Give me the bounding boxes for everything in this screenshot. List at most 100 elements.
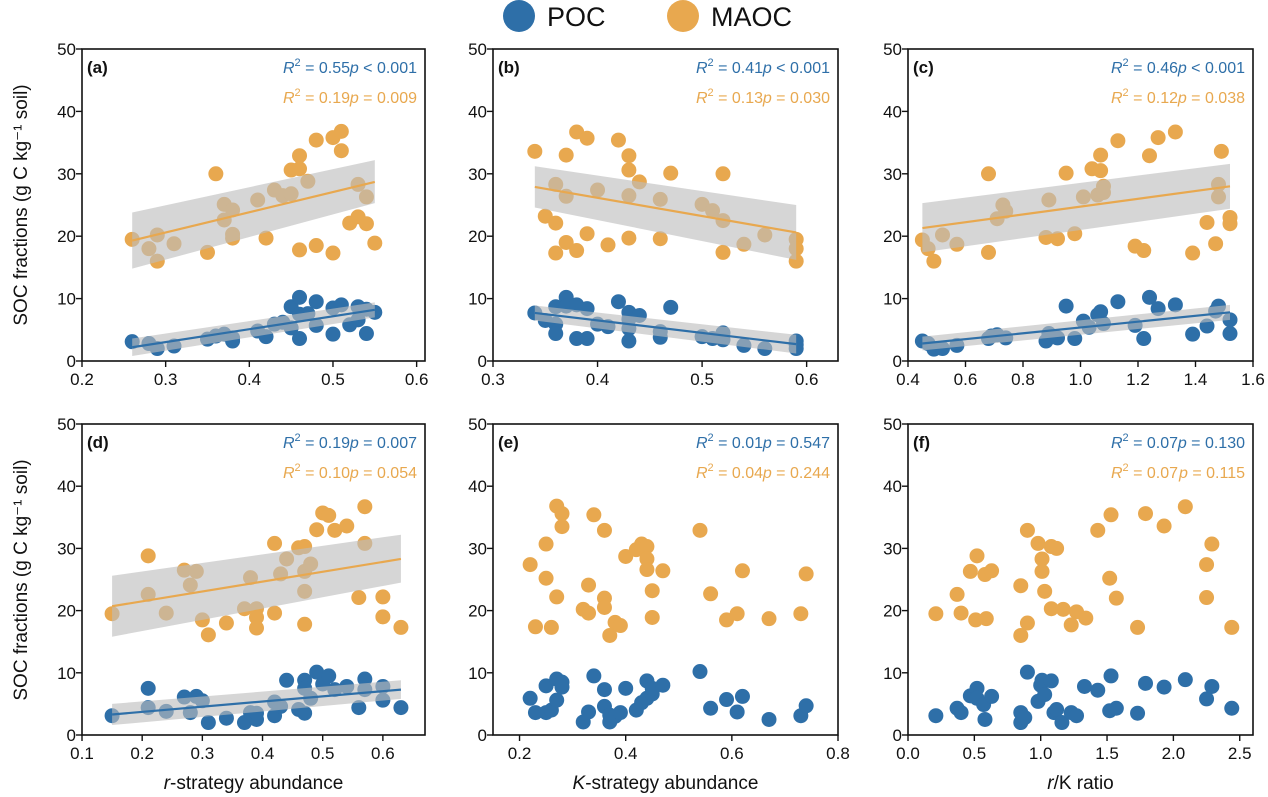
x-tick-label: 0.6 bbox=[371, 744, 395, 763]
r2-superscript: 2 bbox=[1123, 432, 1129, 444]
point-maoc bbox=[249, 609, 265, 625]
point-maoc bbox=[393, 619, 409, 635]
point-maoc bbox=[644, 583, 660, 599]
stat-p-maoc: p = 0.009 bbox=[349, 90, 417, 107]
x-tick-label: 1.0 bbox=[1029, 744, 1053, 763]
point-maoc bbox=[926, 253, 942, 269]
r2-symbol: R bbox=[1111, 435, 1123, 452]
point-maoc bbox=[703, 586, 719, 602]
p-symbol: p bbox=[762, 465, 772, 482]
point-maoc bbox=[554, 519, 570, 535]
p-value: = 0.038 bbox=[1187, 90, 1245, 107]
point-maoc bbox=[538, 570, 554, 586]
point-maoc bbox=[267, 605, 283, 621]
x-tick-label: 2.0 bbox=[1162, 744, 1186, 763]
point-maoc bbox=[1058, 165, 1074, 181]
point-maoc bbox=[1110, 133, 1126, 149]
ci-band-maoc bbox=[534, 166, 797, 260]
point-maoc bbox=[1185, 245, 1201, 261]
y-tick-label: 30 bbox=[468, 539, 487, 558]
fit-line-maoc bbox=[111, 557, 402, 608]
x-tick-label: 0.8 bbox=[826, 744, 850, 763]
point-maoc bbox=[981, 166, 996, 182]
p-value: = 0.244 bbox=[772, 465, 830, 482]
p-value: = 0.009 bbox=[359, 90, 417, 107]
p-value: = 0.115 bbox=[1188, 465, 1245, 482]
point-poc bbox=[618, 680, 634, 696]
panel-label: (c) bbox=[913, 58, 934, 77]
x-axis-title-italic: K bbox=[573, 773, 587, 794]
point-maoc bbox=[949, 586, 965, 602]
r2-symbol: R bbox=[1111, 60, 1123, 77]
r2-value: = 0.13 bbox=[714, 90, 763, 107]
r2-value: = 0.55 bbox=[301, 60, 350, 77]
point-maoc bbox=[1090, 522, 1106, 538]
point-maoc bbox=[375, 609, 391, 625]
x-tick-label: 0.6 bbox=[954, 370, 978, 389]
point-maoc bbox=[375, 589, 391, 605]
point-poc bbox=[321, 668, 337, 684]
point-maoc bbox=[798, 566, 814, 582]
p-symbol: p bbox=[762, 60, 772, 77]
r2-superscript: 2 bbox=[708, 462, 714, 474]
point-poc bbox=[586, 668, 602, 684]
x-tick-label: 0.2 bbox=[130, 744, 154, 763]
fit-lines bbox=[534, 185, 797, 346]
point-poc bbox=[761, 711, 777, 727]
y-tick-label: 10 bbox=[883, 290, 902, 309]
legend-marker-maoc bbox=[667, 0, 699, 32]
point-maoc bbox=[327, 522, 343, 538]
point-maoc bbox=[610, 132, 626, 148]
x-tick-label: 1.6 bbox=[1241, 370, 1265, 389]
point-maoc bbox=[1222, 216, 1238, 232]
point-maoc bbox=[928, 606, 944, 622]
point-maoc bbox=[351, 590, 367, 606]
x-tick-label: 0.5 bbox=[321, 370, 345, 389]
point-maoc bbox=[729, 606, 745, 622]
point-maoc bbox=[655, 563, 671, 579]
r2-symbol: R bbox=[283, 90, 295, 107]
point-poc bbox=[984, 688, 1000, 704]
r2-value: = 0.01 bbox=[714, 435, 763, 452]
point-poc bbox=[663, 299, 679, 315]
fit-line-poc bbox=[534, 311, 797, 346]
stat-r2-maoc: R2 = 0.10 bbox=[283, 462, 350, 482]
r2-symbol: R bbox=[283, 435, 295, 452]
fit-line-maoc bbox=[922, 185, 1231, 230]
point-maoc bbox=[579, 130, 595, 146]
point-poc bbox=[734, 688, 750, 704]
point-maoc bbox=[292, 148, 308, 164]
r2-superscript: 2 bbox=[1123, 57, 1129, 69]
point-maoc bbox=[1224, 619, 1240, 635]
point-maoc bbox=[715, 244, 731, 260]
point-poc bbox=[325, 326, 341, 342]
point-maoc bbox=[218, 615, 234, 631]
point-maoc bbox=[333, 123, 349, 139]
point-poc bbox=[581, 704, 597, 720]
point-maoc bbox=[1093, 163, 1109, 179]
r2-value: = 0.46 bbox=[1129, 60, 1178, 77]
y-tick-label: 0 bbox=[478, 352, 487, 371]
point-poc bbox=[309, 664, 325, 680]
point-poc bbox=[1037, 687, 1053, 703]
point-maoc bbox=[367, 235, 383, 251]
point-maoc bbox=[602, 627, 618, 643]
point-poc bbox=[1204, 678, 1220, 694]
r2-superscript: 2 bbox=[295, 57, 301, 69]
point-poc bbox=[1019, 664, 1035, 680]
point-poc bbox=[292, 289, 308, 305]
point-maoc bbox=[969, 548, 985, 564]
p-symbol: p bbox=[1177, 60, 1187, 77]
x-tick-label: 0.2 bbox=[508, 744, 532, 763]
r2-symbol: R bbox=[696, 90, 708, 107]
y-tick-label: 50 bbox=[883, 415, 902, 434]
point-maoc bbox=[333, 143, 349, 159]
panel-d: 0 10 20 30 40 50 0.1 0.2 0.3 0.4 0.5 0.6 r-strategy … bbox=[57, 415, 426, 794]
y-tick-label: 30 bbox=[883, 539, 902, 558]
point-maoc bbox=[1108, 590, 1124, 606]
p-symbol: p bbox=[1178, 465, 1188, 482]
x-tick-label: 0.6 bbox=[795, 370, 819, 389]
point-poc bbox=[1222, 326, 1238, 342]
